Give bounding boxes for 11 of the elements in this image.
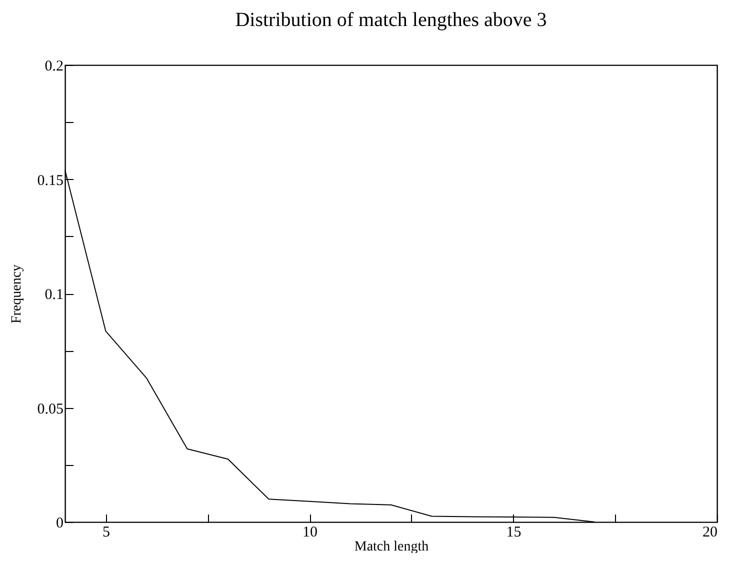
x-tick-label: 15 bbox=[506, 524, 522, 540]
y-tick-label: 0 bbox=[56, 516, 64, 532]
x-tick-label: 5 bbox=[102, 524, 110, 540]
x-tick-label: 20 bbox=[702, 524, 718, 540]
chart-title: Distribution of match lengthes above 3 bbox=[235, 9, 547, 31]
y-tick-label: 0.15 bbox=[37, 172, 64, 189]
y-tick-label: 0.2 bbox=[44, 58, 64, 74]
x-tick-label: 10 bbox=[302, 524, 318, 540]
y-axis-title: Frequency bbox=[9, 264, 24, 324]
y-tick-label: 0.1 bbox=[44, 287, 64, 303]
y-tick-label: 0.05 bbox=[37, 401, 64, 418]
